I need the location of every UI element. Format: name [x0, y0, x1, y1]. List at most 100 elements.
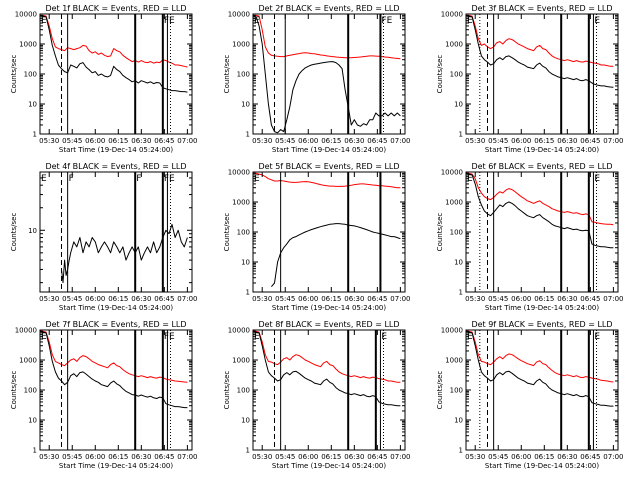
- x-tick-label: 05:30: [39, 137, 59, 145]
- x-axis-label: Start Time (19-Dec-14 05:24:00): [272, 304, 386, 312]
- x-tick-label: 06:30: [344, 453, 364, 461]
- x-tick-label: 07:00: [603, 453, 623, 461]
- x-axis-label: Start Time (19-Dec-14 05:24:00): [59, 462, 173, 470]
- series-line-2: [253, 14, 401, 134]
- x-tick-label: 05:45: [62, 295, 82, 303]
- y-tick-label: 1000: [19, 357, 37, 365]
- x-tick-label: 06:30: [557, 453, 577, 461]
- x-tick-label: 06:00: [511, 295, 531, 303]
- chart-title: Det 6f BLACK = Events, RED = LLD: [471, 162, 612, 171]
- y-axis-label: Counts/sec: [10, 55, 18, 94]
- x-axis-label: Start Time (19-Dec-14 05:24:00): [59, 304, 173, 312]
- y-axis-label: Counts/sec: [436, 213, 444, 252]
- plot-frame: [39, 13, 193, 135]
- chart-panel-5: Det 5f BLACK = Events, RED = LLD E 1 10 100 1…: [223, 162, 410, 312]
- y-tick-label: 1: [246, 447, 250, 455]
- plot-area: E FE: [40, 14, 188, 134]
- x-tick-label: 05:30: [252, 295, 272, 303]
- y-tick-label: 10: [454, 101, 463, 109]
- y-tick-label: 10: [28, 101, 37, 109]
- state-label-2: E: [594, 16, 600, 26]
- x-axis-label: Start Time (19-Dec-14 05:24:00): [485, 304, 599, 312]
- state-label-1: E: [467, 174, 473, 184]
- y-tick-label: 100: [237, 387, 250, 395]
- x-tick-label: 07:00: [177, 453, 197, 461]
- chart-title: Det 4f BLACK = Events, RED = LLD: [45, 162, 186, 171]
- y-tick-label: 1000: [445, 199, 463, 207]
- x-tick-label: 06:15: [321, 295, 341, 303]
- x-tick-label: 05:30: [465, 453, 485, 461]
- chart-title: Det 2f BLACK = Events, RED = LLD: [258, 4, 399, 13]
- y-tick-label: 10000: [441, 327, 463, 335]
- y-tick-label: 10: [454, 417, 463, 425]
- plot-area: E: [253, 172, 401, 292]
- x-tick-label: 06:15: [534, 295, 554, 303]
- y-axis-label: Counts/sec: [223, 371, 231, 410]
- plot-frame: [252, 329, 406, 451]
- x-tick-label: 06:00: [85, 137, 105, 145]
- series-line-2: [466, 330, 614, 407]
- x-tick-label: 05:45: [488, 453, 508, 461]
- series-line-1: [253, 172, 401, 189]
- x-tick-label: 06:30: [557, 137, 577, 145]
- x-tick-label: 06:45: [580, 137, 600, 145]
- plot-frame: [465, 329, 619, 451]
- x-tick-label: 06:15: [534, 453, 554, 461]
- x-tick-label: 06:30: [344, 137, 364, 145]
- x-tick-label: 05:45: [488, 137, 508, 145]
- y-tick-label: 10: [241, 417, 250, 425]
- x-tick-label: 05:30: [39, 453, 59, 461]
- state-label-4: FE: [164, 174, 175, 184]
- x-tick-label: 06:00: [298, 137, 318, 145]
- chart-title: Det 1f BLACK = Events, RED = LLD: [45, 4, 186, 13]
- series-line-2: [253, 330, 401, 407]
- state-label-1: E: [467, 332, 473, 342]
- x-tick-label: 06:45: [580, 453, 600, 461]
- y-tick-label: 10000: [441, 11, 463, 19]
- y-axis-label: Counts/sec: [223, 213, 231, 252]
- x-tick-label: 06:15: [321, 453, 341, 461]
- y-tick-label: 10000: [15, 11, 37, 19]
- x-tick-label: 05:30: [39, 295, 59, 303]
- y-axis-label: Counts/sec: [10, 371, 18, 410]
- y-tick-label: 1: [33, 131, 37, 139]
- chart-panel-7: Det 7f BLACK = Events, RED = LLD E FE 1 10 10…: [10, 320, 197, 470]
- plot-frame: [465, 13, 619, 135]
- series-line-1: [253, 330, 401, 383]
- x-tick-label: 06:30: [344, 295, 364, 303]
- series-line-2: [466, 172, 614, 249]
- y-tick-label: 100: [24, 387, 37, 395]
- y-tick-label: 100: [450, 71, 463, 79]
- y-tick-label: 1000: [232, 357, 250, 365]
- x-tick-label: 05:45: [275, 137, 295, 145]
- x-axis-label: Start Time (19-Dec-14 05:24:00): [485, 146, 599, 154]
- chart-title: Det 7f BLACK = Events, RED = LLD: [45, 320, 186, 329]
- y-tick-label: 1000: [445, 41, 463, 49]
- y-tick-label: 10000: [228, 11, 250, 19]
- x-tick-label: 05:45: [275, 295, 295, 303]
- y-tick-label: 10: [28, 417, 37, 425]
- x-tick-label: 05:30: [465, 295, 485, 303]
- state-label-1: E: [254, 332, 260, 342]
- y-tick-label: 1: [459, 447, 463, 455]
- y-tick-label: 10: [241, 101, 250, 109]
- x-axis-label: Start Time (19-Dec-14 05:24:00): [272, 146, 386, 154]
- y-tick-label: 1: [246, 289, 250, 297]
- y-axis-label: Counts/sec: [10, 213, 18, 252]
- y-tick-label: 10: [28, 227, 37, 235]
- x-tick-label: 06:45: [367, 453, 387, 461]
- x-tick-label: 05:30: [465, 137, 485, 145]
- series-line-1: [61, 223, 188, 284]
- x-tick-label: 06:15: [534, 137, 554, 145]
- x-tick-label: 07:00: [177, 295, 197, 303]
- plot-area: E FE: [40, 330, 188, 450]
- chart-panel-4: Det 4f BLACK = Events, RED = LLD E F F FE 10 0…: [10, 162, 197, 312]
- series-line-1: [466, 14, 614, 67]
